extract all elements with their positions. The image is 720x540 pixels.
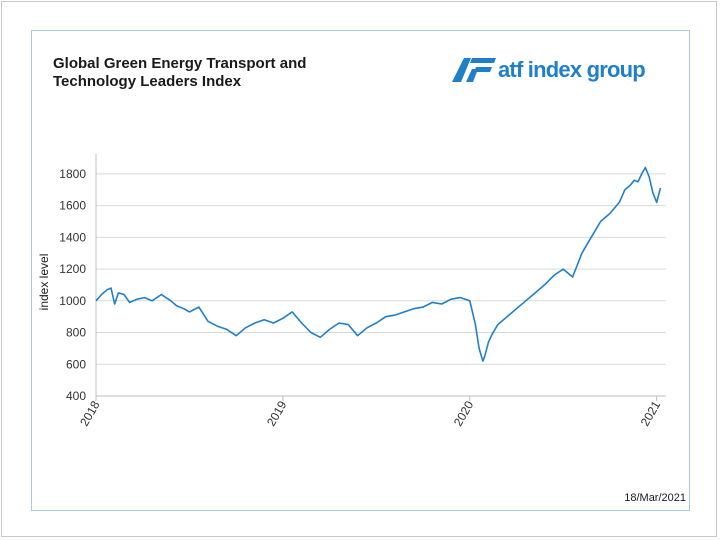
y-tick-label: 1200 [59, 262, 86, 276]
as-of-date: 18/Mar/2021 [624, 492, 686, 504]
grid-lines [96, 173, 666, 397]
y-tick-label: 600 [66, 357, 86, 371]
y-axis-title: index level [37, 254, 51, 311]
y-tick-label: 1600 [59, 199, 86, 213]
x-tick-label: 2021 [638, 398, 664, 428]
y-axis-ticks: 400 600 800 1000 1200 1400 1600 1800 [59, 167, 86, 403]
x-tick-label: 2019 [264, 398, 290, 428]
y-tick-label: 800 [66, 326, 86, 340]
y-tick-label: 1000 [59, 294, 86, 308]
x-tick-label: 2020 [451, 398, 477, 428]
logo-text: atf index group [498, 57, 646, 82]
chart-title-line1: Global Green Energy Transport and [53, 55, 307, 72]
chart-title-line2: Technology Leaders Index [53, 73, 242, 90]
y-tick-label: 1800 [59, 167, 86, 181]
atf-logo-icon [452, 58, 496, 82]
chart-card [31, 30, 690, 511]
chart-title: Global Green Energy Transport and Techno… [53, 55, 306, 91]
axes [95, 154, 666, 397]
brand-logo: atf index group [452, 54, 646, 86]
x-axis-ticks: 2018 2019 2020 2021 [77, 396, 663, 429]
y-tick-label: 1400 [59, 230, 86, 244]
y-tick-label: 400 [66, 389, 86, 403]
series-line [95, 166, 662, 362]
